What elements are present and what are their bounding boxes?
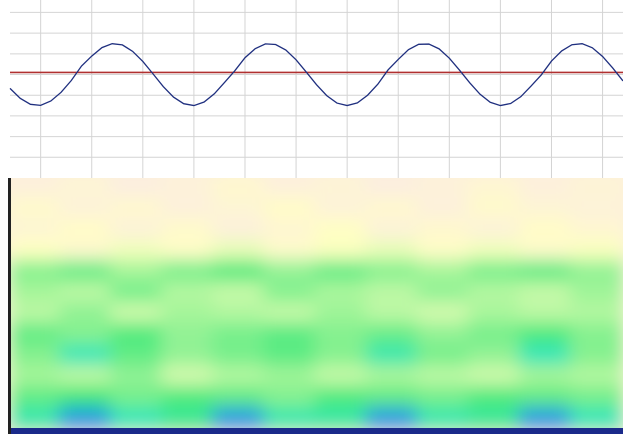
wave-panel [0,0,623,178]
analyzer [0,0,623,434]
page: (() => { const data = JSON.parse(documen… [0,0,623,434]
left-edge [8,178,11,434]
spectrogram [0,158,623,434]
bottom-edge [10,428,623,434]
